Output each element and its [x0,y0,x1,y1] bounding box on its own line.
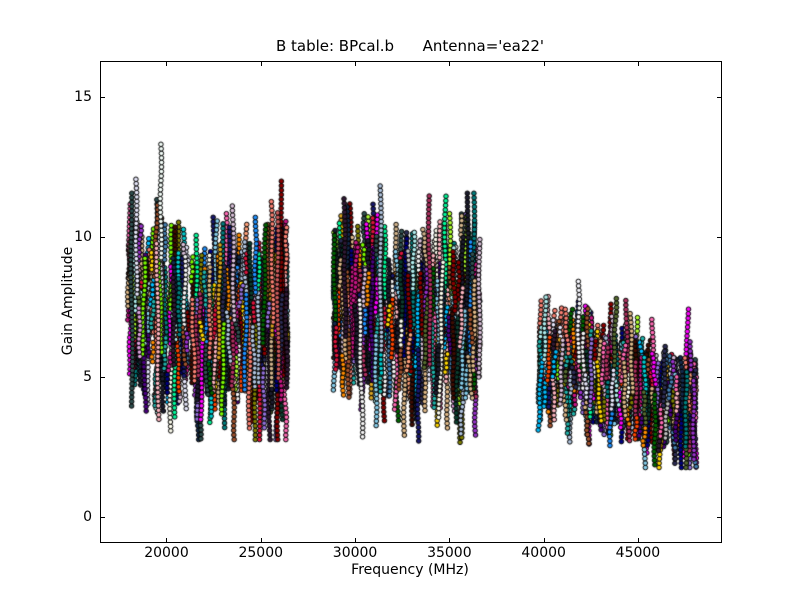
y-tick-mark [101,516,105,518]
x-tick-label: 45000 [615,545,661,561]
x-tick-mark [543,538,545,542]
y-tick-mark [101,237,105,239]
x-tick-label: 40000 [521,545,566,561]
plot-title: B table: BPcal.b Antenna='ea22' [275,37,545,55]
x-tick-mark-top [637,62,639,66]
y-tick-label: 5 [83,368,92,385]
scatter-canvas [101,62,721,542]
y-tick-mark-right [717,516,721,518]
x-tick-mark-top [166,62,168,66]
x-tick-mark-top [260,62,262,66]
plot-area [100,61,722,543]
x-tick-mark [166,538,168,542]
y-axis-label: Gain Amplitude [60,246,76,356]
x-tick-label: 20000 [144,545,189,561]
x-axis-label: Frequency (MHz) [351,562,469,578]
x-tick-mark-top [449,62,451,66]
x-tick-label: 30000 [332,545,378,561]
y-tick-mark-right [717,376,721,378]
x-tick-mark [355,538,357,542]
x-tick-label: 25000 [238,545,284,561]
y-tick-mark [101,97,105,99]
y-tick-mark [101,376,105,378]
y-tick-label: 15 [74,89,92,106]
x-tick-mark [260,538,262,542]
y-tick-mark-right [717,97,721,99]
x-tick-label: 35000 [427,545,472,561]
x-tick-mark [449,538,451,542]
y-tick-label: 0 [83,508,92,525]
x-tick-mark [637,538,639,542]
x-tick-mark-top [355,62,357,66]
y-tick-mark-right [717,237,721,239]
x-tick-mark-top [543,62,545,66]
y-tick-label: 10 [74,229,92,246]
